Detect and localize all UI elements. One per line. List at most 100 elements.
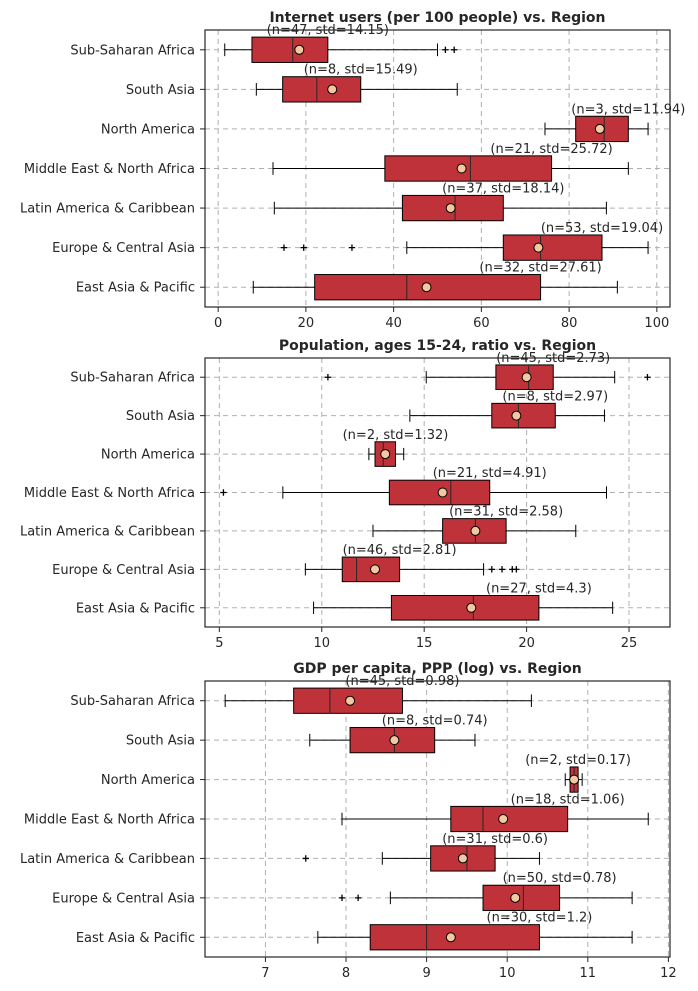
mean-marker	[594, 123, 605, 134]
mean-marker	[498, 814, 509, 824]
count-std-annotation: (n=27, std=4.3)	[486, 581, 592, 596]
count-std-annotation: (n=3, std=11.94)	[571, 102, 685, 117]
y-category-label: Europe & Central Asia	[52, 563, 195, 578]
mean-marker	[445, 203, 456, 214]
mean-marker	[511, 410, 522, 421]
y-category-label: East Asia & Pacific	[76, 601, 195, 616]
count-std-annotation: (n=53, std=19.04)	[541, 221, 663, 236]
chart-title: GDP per capita, PPP (log) vs. Region	[293, 661, 582, 677]
x-tick-label: 100	[644, 316, 669, 331]
outlier-marker	[338, 894, 346, 902]
outlier-marker	[302, 855, 309, 862]
box-iqr	[502, 234, 603, 261]
box-iqr	[482, 884, 561, 911]
box-europe-and-central-asia: (n=50, std=0.78)	[338, 871, 633, 911]
count-std-annotation: (n=47, std=14.15)	[267, 23, 389, 38]
y-category-label: East Asia & Pacific	[76, 281, 195, 296]
count-std-annotation: (n=31, std=0.6)	[442, 832, 548, 847]
mean-marker	[437, 487, 448, 498]
outlier-marker	[644, 374, 651, 381]
y-category-label: Middle East & North Africa	[24, 162, 195, 177]
mean-marker	[389, 735, 400, 746]
chart-gdp-per-capita: GDP per capita, PPP (log) vs. Region 7 8 9 1…	[20, 661, 677, 981]
axes-frame	[204, 680, 671, 958]
y-category-label: South Asia	[126, 734, 195, 749]
outlier-marker	[488, 566, 495, 573]
mean-marker	[345, 695, 356, 706]
box-iqr	[384, 155, 553, 182]
box-south-asia: (n=8, std=0.74)	[309, 714, 488, 754]
count-std-annotation: (n=8, std=0.74)	[382, 714, 488, 729]
box-iqr	[495, 364, 554, 391]
x-tick-label: 11	[580, 966, 597, 981]
count-std-annotation: (n=2, std=1.32)	[343, 428, 449, 443]
outlier-marker	[280, 244, 288, 251]
box-middle-east-and-north-africa: (n=18, std=1.06)	[341, 792, 649, 833]
box-east-asia-and-pacific: (n=32, std=27.61)	[252, 261, 618, 301]
y-category-label: Sub-Saharan Africa	[70, 371, 195, 386]
box-north-america: (n=2, std=0.17)	[525, 753, 631, 793]
mean-marker	[510, 892, 521, 903]
y-category-label: North America	[101, 773, 195, 788]
outlier-marker	[442, 46, 449, 53]
y-category-label: Latin America & Caribbean	[20, 852, 195, 867]
y-category-label: Sub-Saharan Africa	[70, 694, 195, 709]
count-std-annotation: (n=18, std=1.06)	[511, 792, 625, 807]
box-sub-saharan-africa: (n=45, std=0.98)	[224, 674, 532, 714]
box-latin-america-and-caribbean: (n=31, std=2.58)	[372, 505, 577, 544]
box-iqr	[491, 402, 556, 429]
mean-marker	[456, 163, 467, 174]
box-north-america: (n=2, std=1.32)	[343, 428, 449, 467]
x-tick-label: 15	[416, 636, 433, 651]
box-middle-east-and-north-africa: (n=21, std=4.91)	[220, 466, 607, 506]
y-category-label: Sub-Saharan Africa	[70, 43, 195, 58]
mean-marker	[380, 449, 391, 460]
axes-frame	[204, 357, 671, 628]
outlier-marker	[220, 489, 227, 496]
box-iqr	[251, 36, 329, 63]
y-category-label: Europe & Central Asia	[52, 891, 195, 906]
chart-population-15-24: Population, ages 15-24, ratio vs. Region…	[20, 338, 671, 651]
count-std-annotation: (n=50, std=0.78)	[503, 871, 617, 886]
x-tick-label: 0	[214, 316, 222, 331]
box-iqr	[282, 76, 362, 103]
count-std-annotation: (n=30, std=1.2)	[487, 911, 593, 926]
x-tick-label: 7	[261, 966, 269, 981]
x-tick-label: 80	[561, 316, 578, 331]
outlier-marker	[300, 244, 307, 251]
box-europe-and-central-asia: (n=53, std=19.04)	[280, 221, 663, 261]
mean-marker	[445, 932, 456, 943]
count-std-annotation: (n=32, std=27.61)	[479, 261, 601, 276]
x-tick-label: 12	[660, 966, 677, 981]
x-tick-label: 10	[313, 636, 330, 651]
outlier-marker	[348, 244, 356, 251]
x-tick-label: 20	[298, 316, 315, 331]
axes-frame	[204, 29, 671, 308]
y-category-label: South Asia	[126, 83, 195, 98]
mean-marker	[533, 242, 544, 253]
count-std-annotation: (n=8, std=2.97)	[502, 389, 608, 404]
mean-marker	[466, 602, 477, 613]
y-category-label: Latin America & Caribbean	[20, 202, 195, 217]
box-sub-saharan-africa: (n=45, std=2.73)	[324, 351, 651, 391]
mean-marker	[421, 282, 432, 293]
count-std-annotation: (n=21, std=25.72)	[490, 142, 612, 157]
chart-internet-users: Internet users (per 100 people) vs. Regi…	[20, 10, 685, 331]
mean-marker	[470, 525, 481, 536]
mean-marker	[457, 853, 468, 864]
x-tick-label: 20	[518, 636, 535, 651]
count-std-annotation: (n=8, std=15.49)	[304, 63, 418, 78]
x-tick-label: 8	[342, 966, 350, 981]
outlier-marker	[450, 46, 458, 53]
x-tick-label: 25	[621, 636, 638, 651]
box-north-america: (n=3, std=11.94)	[544, 102, 685, 143]
y-category-label: East Asia & Pacific	[76, 931, 195, 946]
y-category-label: Middle East & North Africa	[24, 813, 195, 828]
y-category-label: Europe & Central Asia	[52, 241, 195, 256]
y-category-label: South Asia	[126, 409, 195, 424]
count-std-annotation: (n=37, std=18.14)	[442, 181, 564, 196]
mean-marker	[521, 372, 532, 383]
count-std-annotation: (n=2, std=0.17)	[525, 753, 631, 768]
chart-title: Internet users (per 100 people) vs. Regi…	[269, 10, 605, 26]
